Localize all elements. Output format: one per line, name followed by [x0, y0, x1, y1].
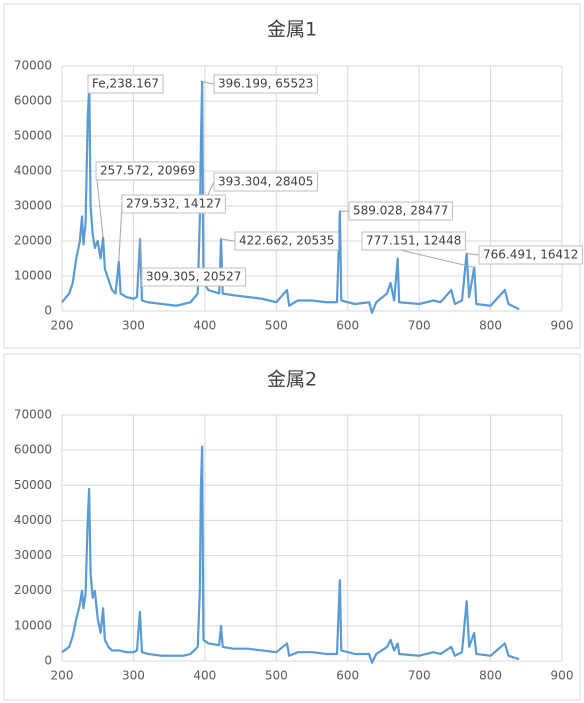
y-tick-label: 70000 — [14, 408, 52, 422]
callout-box — [95, 161, 200, 181]
x-tick-label: 600 — [336, 319, 359, 333]
x-tick-label: 200 — [51, 319, 74, 333]
callout-pointer — [95, 170, 104, 238]
x-tick-label: 500 — [265, 319, 288, 333]
y-tick-label: 20000 — [14, 583, 52, 597]
annotation-label: 777.151, 12448 — [366, 234, 461, 248]
x-tick-label: 500 — [265, 669, 288, 683]
data-line — [61, 445, 520, 664]
y-tick-label: 10000 — [14, 618, 52, 632]
callout-pointer — [202, 81, 215, 85]
annotation-label: 309.305, 20527 — [146, 270, 241, 284]
y-tick-label: 50000 — [14, 478, 52, 492]
callout: 777.151, 12448 — [361, 231, 475, 268]
callout: 422.662, 20535 — [220, 231, 339, 251]
callout: 589.028, 28477 — [339, 201, 453, 221]
y-tick-label: 60000 — [14, 94, 52, 108]
x-tick-label: 800 — [479, 669, 502, 683]
callout: 396.199, 65523 — [202, 74, 318, 94]
x-tick-label: 400 — [193, 319, 216, 333]
callout-box — [234, 231, 339, 251]
chart-title: 金属1 — [267, 19, 317, 41]
x-tick-label: 900 — [551, 319, 574, 333]
y-tick-label: 40000 — [14, 164, 52, 178]
callout-pointer — [118, 203, 123, 262]
annotation-label: 396.199, 65523 — [218, 77, 313, 91]
callout: 309.305, 20527 — [139, 239, 246, 287]
callout: 766.491, 16412 — [466, 245, 583, 265]
y-tick-label: 30000 — [14, 548, 52, 562]
annotation-label: 393.304, 28405 — [218, 175, 313, 189]
callout-box — [87, 74, 164, 94]
x-tick-label: 800 — [479, 319, 502, 333]
y-tick-label: 0 — [44, 304, 52, 318]
annotation-label: Fe,238.167 — [92, 77, 159, 91]
y-tick-label: 30000 — [14, 199, 52, 213]
annotation-label: 422.662, 20535 — [239, 234, 334, 248]
callout-box — [478, 245, 583, 265]
y-tick-label: 10000 — [14, 269, 52, 283]
chart-frame — [3, 353, 581, 701]
x-tick-label: 400 — [193, 669, 216, 683]
x-tick-label: 700 — [408, 319, 431, 333]
callout-box — [121, 194, 226, 214]
y-tick-label: 70000 — [14, 59, 52, 73]
y-tick-label: 60000 — [14, 443, 52, 457]
y-tick-label: 0 — [44, 654, 52, 668]
callout-box — [348, 201, 453, 221]
data-line — [61, 80, 520, 314]
x-tick-label: 200 — [51, 669, 74, 683]
callout: Fe,238.167 — [87, 74, 164, 94]
annotation-label: 766.491, 16412 — [483, 248, 578, 262]
x-tick-label: 900 — [551, 669, 574, 683]
annotation-label: 257.572, 20969 — [100, 164, 195, 178]
x-tick-label: 600 — [336, 669, 359, 683]
y-tick-label: 40000 — [14, 513, 52, 527]
y-tick-label: 20000 — [14, 234, 52, 248]
x-tick-label: 300 — [122, 669, 145, 683]
callout-box — [213, 74, 318, 94]
callout-box — [361, 231, 466, 251]
callout-box — [213, 172, 318, 192]
callout: 257.572, 20969 — [95, 161, 200, 238]
callout: 393.304, 28405 — [199, 172, 318, 212]
annotation-label: 279.532, 14127 — [126, 197, 221, 211]
chart-title: 金属2 — [267, 369, 317, 391]
callout-box — [141, 267, 246, 287]
callout-pointer — [220, 238, 236, 242]
x-tick-label: 700 — [408, 669, 431, 683]
callout-pointer — [466, 253, 480, 256]
callout: 279.532, 14127 — [118, 194, 226, 262]
y-tick-label: 50000 — [14, 129, 52, 143]
x-tick-label: 300 — [122, 319, 145, 333]
annotation-label: 589.028, 28477 — [353, 204, 448, 218]
